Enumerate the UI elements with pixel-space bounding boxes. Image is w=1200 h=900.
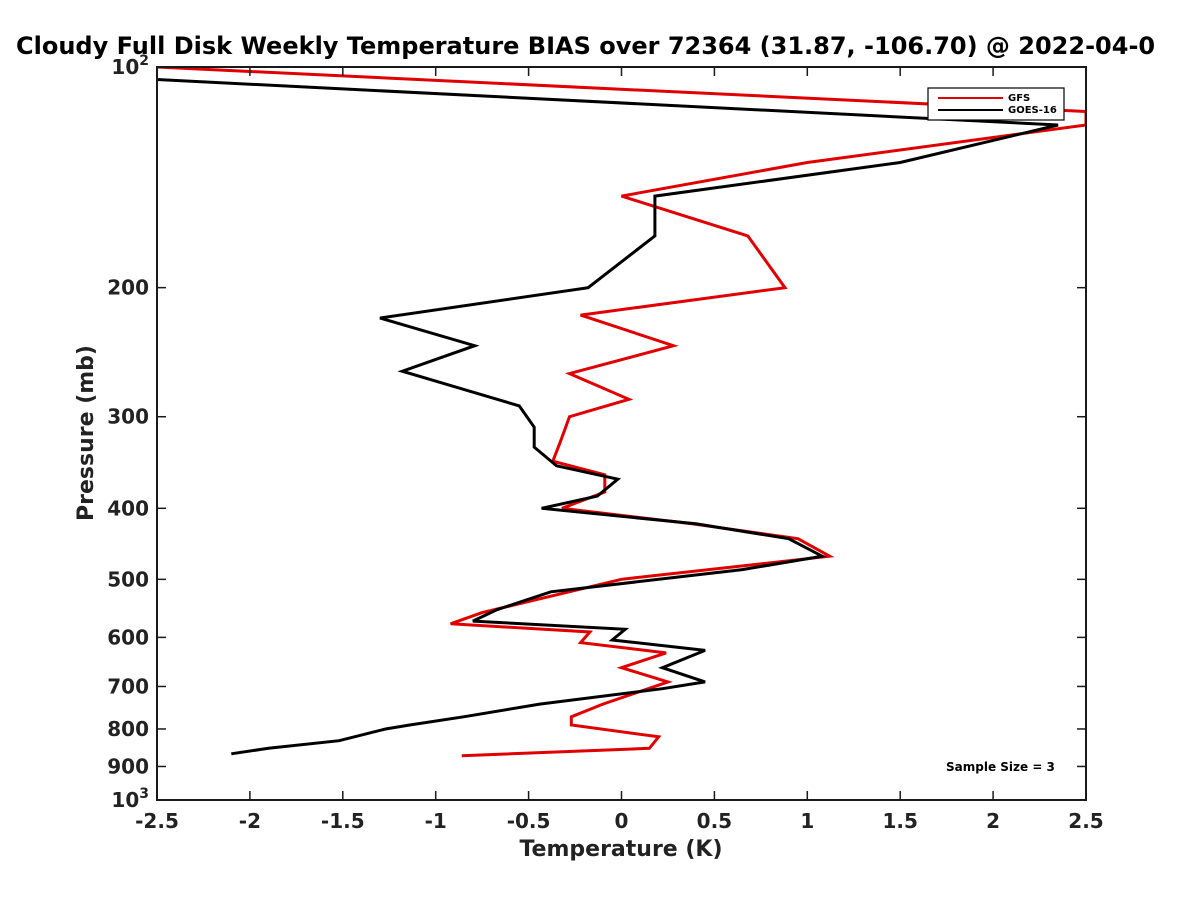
x-tick-label: -2 [239,809,261,833]
y-tick-label: 300 [107,405,149,429]
legend: GFS GOES-16 [927,87,1065,121]
plot-axes-frame [156,66,1087,801]
y-tick-label: 900 [107,754,149,778]
x-tick-label: 1 [800,809,814,833]
series-line-gfs [157,66,1086,758]
x-tick-label: 1.5 [882,809,917,833]
y-axis-ticks: 102 200 300 400 500 600 700 800 900 103 [107,53,1086,812]
x-tick-label: 2 [986,809,1000,833]
chart-title: Cloudy Full Disk Weekly Temperature BIAS… [16,32,1155,60]
x-tick-label: -0.5 [507,809,551,833]
x-tick-label: -1 [425,809,447,833]
sample-size-annotation: Sample Size = 3 [946,760,1055,774]
y-tick-label: 400 [107,496,149,520]
series-line-goes-16 [157,78,1059,756]
y-tick-label: 600 [107,625,149,649]
x-axis-ticks: -2.5 -2 -1.5 -1 -0.5 0 0.5 1 1.5 2 2.5 [135,67,1104,833]
y-tick-label: 103 [111,786,149,812]
y-tick-label: 800 [107,717,149,741]
series-layer [157,66,1086,758]
x-axis-label: Temperature (K) [519,837,722,862]
legend-box [927,87,1065,121]
legend-label-gfs: GFS [1008,93,1030,104]
x-tick-label: -1.5 [321,809,365,833]
y-axis-label: Pressure (mb) [74,345,99,521]
x-tick-label: -2.5 [135,809,179,833]
y-tick-label: 700 [107,674,149,698]
x-tick-label: 0 [615,809,629,833]
y-tick-label: 500 [107,567,149,591]
legend-label-goes-16: GOES-16 [1008,105,1057,116]
y-tick-label: 200 [107,276,149,300]
x-tick-label: 2.5 [1068,809,1103,833]
y-tick-label: 102 [111,53,149,79]
x-tick-label: 0.5 [697,809,732,833]
